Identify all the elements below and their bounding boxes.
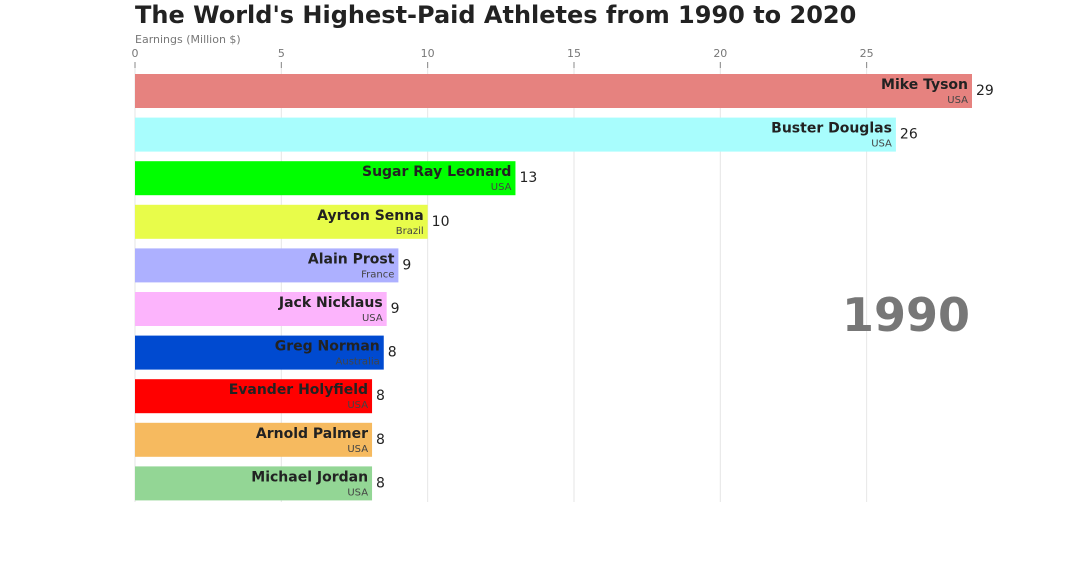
bar-name-label: Alain Prost bbox=[308, 251, 395, 267]
bar-name-label: Sugar Ray Leonard bbox=[362, 164, 511, 180]
bar bbox=[135, 161, 516, 196]
bar bbox=[135, 422, 373, 457]
bar-name-label: Jack Nicklaus bbox=[278, 295, 383, 311]
x-tick-label: 5 bbox=[278, 47, 285, 60]
x-tick-label: 25 bbox=[860, 47, 874, 60]
x-axis-label: Earnings (Million $) bbox=[135, 33, 241, 46]
bar-group: Mike Tyson USA 29 bbox=[135, 74, 994, 108]
bar-country-label: USA bbox=[347, 487, 368, 498]
bar-name-label: Arnold Palmer bbox=[256, 426, 368, 442]
bar bbox=[135, 74, 972, 108]
bar-value-label: 10 bbox=[432, 214, 450, 230]
bar-country-label: Australia bbox=[336, 357, 380, 368]
x-tick-label: 15 bbox=[567, 47, 581, 60]
bar-country-label: USA bbox=[871, 139, 892, 150]
x-tick-label: 0 bbox=[132, 47, 139, 60]
bar bbox=[135, 335, 384, 370]
bar-name-label: Mike Tyson bbox=[881, 77, 968, 93]
bar-value-label: 8 bbox=[388, 345, 397, 361]
bar-group: Alain Prost France 9 bbox=[135, 248, 411, 283]
bar-group: Arnold Palmer USA 8 bbox=[135, 422, 385, 457]
chart-title: The World's Highest-Paid Athletes from 1… bbox=[135, 1, 857, 29]
bar-group: Sugar Ray Leonard USA 13 bbox=[135, 161, 537, 196]
bar-group: Buster Douglas USA 26 bbox=[135, 117, 918, 152]
bar bbox=[135, 117, 896, 152]
bar-country-label: USA bbox=[347, 400, 368, 411]
bar-value-label: 8 bbox=[376, 432, 385, 448]
bar-name-label: Michael Jordan bbox=[251, 469, 368, 485]
bar-name-label: Ayrton Senna bbox=[317, 208, 423, 224]
bar-country-label: Brazil bbox=[396, 226, 424, 237]
bar-value-label: 8 bbox=[376, 475, 385, 491]
bar-value-label: 26 bbox=[900, 127, 918, 143]
bar-group: Michael Jordan USA 8 bbox=[135, 466, 385, 501]
bar bbox=[135, 204, 428, 239]
period-label: 1990 bbox=[842, 288, 970, 342]
bar-group: Evander Holyfield USA 8 bbox=[135, 379, 385, 414]
bar bbox=[135, 466, 373, 501]
x-tick-label: 10 bbox=[421, 47, 435, 60]
bar-group: Jack Nicklaus USA 9 bbox=[135, 292, 400, 326]
bar-name-label: Evander Holyfield bbox=[229, 382, 368, 398]
bar-group: Ayrton Senna Brazil 10 bbox=[135, 204, 450, 239]
bar-value-label: 8 bbox=[376, 388, 385, 404]
bar-country-label: USA bbox=[347, 444, 368, 455]
bar-value-label: 29 bbox=[976, 83, 994, 99]
bar-value-label: 9 bbox=[391, 301, 400, 317]
x-axis-ticks: 0 5 10 15 20 25 bbox=[132, 47, 874, 68]
bar-name-label: Greg Norman bbox=[275, 339, 380, 355]
bar-country-label: France bbox=[361, 269, 394, 280]
bar-value-label: 13 bbox=[519, 170, 537, 186]
bar bbox=[135, 292, 387, 326]
bar bbox=[135, 379, 373, 414]
bar-country-label: USA bbox=[362, 313, 383, 324]
bar-country-label: USA bbox=[947, 95, 968, 106]
bar-group: Greg Norman Australia 8 bbox=[135, 335, 397, 370]
x-tick-label: 20 bbox=[713, 47, 727, 60]
bar bbox=[135, 248, 399, 283]
bar-country-label: USA bbox=[491, 182, 512, 193]
bars: Mike Tyson USA 29 Buster Douglas USA 26 Sugar … bbox=[135, 74, 994, 501]
bar-value-label: 9 bbox=[402, 257, 411, 273]
bar-name-label: Buster Douglas bbox=[771, 121, 892, 137]
